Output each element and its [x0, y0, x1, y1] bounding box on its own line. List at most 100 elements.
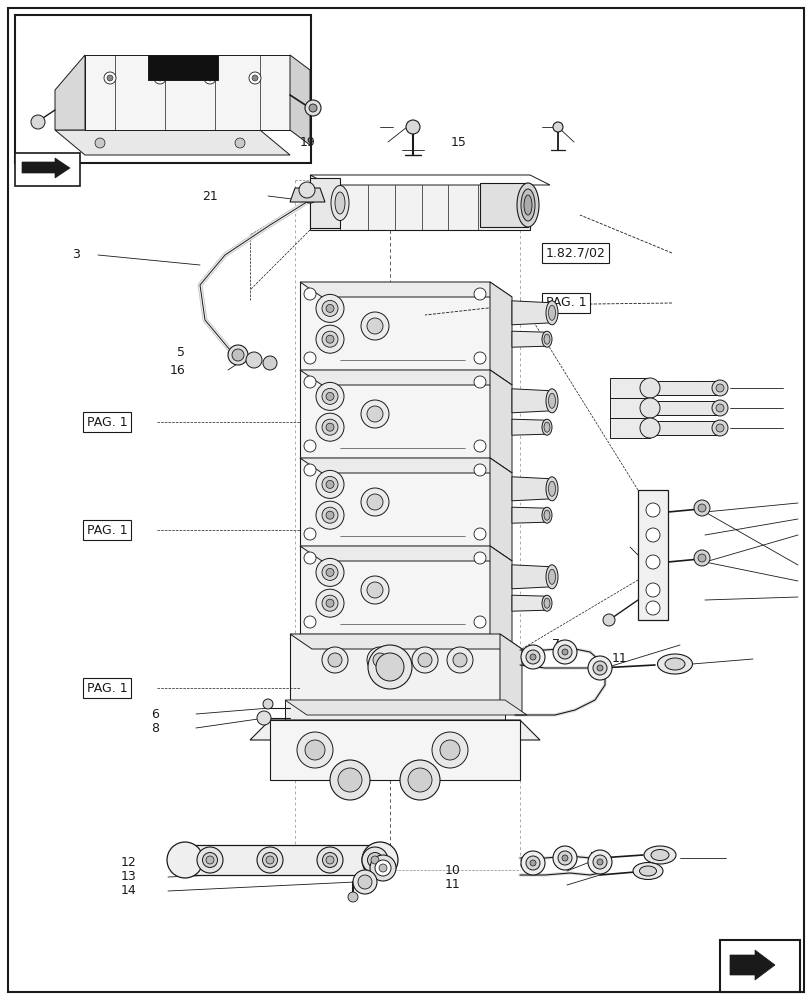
Ellipse shape [633, 862, 663, 880]
Circle shape [322, 419, 337, 435]
Ellipse shape [206, 856, 214, 864]
Circle shape [697, 554, 705, 562]
Polygon shape [310, 175, 549, 185]
Polygon shape [299, 370, 512, 385]
Circle shape [715, 424, 723, 432]
Circle shape [639, 378, 659, 398]
Circle shape [31, 115, 45, 129]
Circle shape [305, 740, 324, 760]
Circle shape [406, 120, 419, 134]
Circle shape [362, 842, 397, 878]
Circle shape [693, 500, 709, 516]
Polygon shape [299, 546, 489, 634]
Ellipse shape [650, 849, 668, 860]
Ellipse shape [541, 595, 551, 611]
Ellipse shape [322, 852, 337, 867]
Ellipse shape [545, 301, 557, 325]
Polygon shape [649, 421, 719, 435]
Circle shape [263, 356, 277, 370]
Ellipse shape [362, 847, 388, 873]
Circle shape [711, 380, 727, 396]
Bar [719, 940, 799, 992]
Ellipse shape [547, 305, 555, 320]
Polygon shape [290, 634, 500, 700]
Polygon shape [299, 282, 489, 370]
Circle shape [418, 653, 431, 667]
Circle shape [715, 384, 723, 392]
Circle shape [325, 480, 333, 488]
Polygon shape [512, 419, 547, 435]
Circle shape [474, 464, 486, 476]
Circle shape [552, 122, 562, 132]
Circle shape [646, 601, 659, 615]
Ellipse shape [541, 331, 551, 347]
Text: 16: 16 [637, 382, 652, 395]
Polygon shape [649, 401, 719, 415]
Circle shape [204, 72, 216, 84]
Circle shape [358, 875, 371, 889]
Circle shape [474, 552, 486, 564]
Circle shape [315, 413, 344, 441]
Circle shape [639, 398, 659, 418]
Circle shape [693, 550, 709, 566]
Polygon shape [299, 282, 512, 297]
Circle shape [367, 406, 383, 422]
Circle shape [303, 376, 315, 388]
Ellipse shape [331, 186, 349, 221]
Text: 14: 14 [121, 884, 136, 898]
Circle shape [711, 420, 727, 436]
Text: 2: 2 [649, 496, 657, 510]
Polygon shape [310, 178, 340, 228]
Circle shape [303, 552, 315, 564]
Text: A: A [503, 540, 511, 554]
Circle shape [303, 616, 315, 628]
Circle shape [592, 661, 607, 675]
Ellipse shape [643, 846, 676, 864]
Text: 7: 7 [551, 638, 560, 652]
Polygon shape [479, 183, 527, 227]
Circle shape [246, 352, 262, 368]
Circle shape [646, 583, 659, 597]
Circle shape [596, 665, 603, 671]
Bar [15, 153, 80, 186]
Ellipse shape [547, 393, 555, 408]
Circle shape [325, 392, 333, 400]
Polygon shape [55, 55, 85, 130]
Ellipse shape [335, 192, 345, 214]
Circle shape [552, 846, 577, 870]
Circle shape [303, 464, 315, 476]
Circle shape [367, 582, 383, 598]
Circle shape [367, 318, 383, 334]
Circle shape [474, 616, 486, 628]
Circle shape [446, 647, 473, 673]
Circle shape [207, 75, 212, 81]
Ellipse shape [543, 422, 549, 432]
Polygon shape [22, 158, 70, 178]
Circle shape [596, 859, 603, 865]
Circle shape [367, 494, 383, 510]
Polygon shape [609, 398, 649, 418]
Circle shape [711, 400, 727, 416]
Circle shape [263, 699, 272, 709]
Ellipse shape [371, 856, 379, 864]
Polygon shape [148, 55, 217, 80]
Circle shape [697, 504, 705, 512]
Polygon shape [489, 370, 512, 473]
Ellipse shape [541, 419, 551, 435]
Polygon shape [290, 55, 310, 145]
Bar [15, 15, 311, 163]
Polygon shape [512, 595, 547, 611]
Text: 15: 15 [449, 136, 466, 149]
Circle shape [474, 376, 486, 388]
Polygon shape [55, 130, 290, 155]
Text: PAG. 1: PAG. 1 [545, 296, 586, 310]
Circle shape [361, 400, 388, 428]
Circle shape [257, 711, 271, 725]
Polygon shape [500, 634, 521, 715]
Polygon shape [609, 418, 649, 438]
Circle shape [557, 645, 571, 659]
Polygon shape [299, 546, 512, 561]
Text: 21: 21 [202, 190, 217, 203]
Circle shape [557, 851, 571, 865]
Text: 4: 4 [649, 512, 657, 526]
